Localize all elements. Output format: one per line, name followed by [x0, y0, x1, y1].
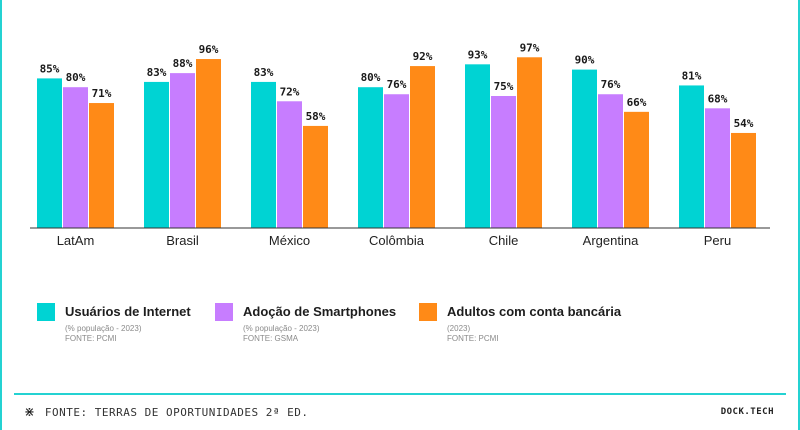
bar-label-chile-bank: 97% — [520, 41, 540, 54]
bars-group: 85% 80% 71% 83% 88% 96% 83% 72% 58% 80% 76% 92% 93% 7… — [37, 41, 756, 229]
legend-note-bank: (2023) — [447, 324, 471, 333]
footer-divider — [14, 393, 786, 395]
bar-brasil-smartphones — [170, 73, 195, 229]
bar-label-colombia-bank: 92% — [413, 50, 433, 63]
bar-label-peru-internet: 81% — [682, 69, 702, 82]
bar-mexico-internet — [251, 81, 276, 228]
category-label-chile: Chile — [489, 233, 519, 248]
bar-chile-bank — [517, 57, 542, 228]
asterisk-icon: ⋇ — [24, 405, 35, 420]
bar-colombia-smartphones — [384, 94, 409, 229]
bar-latam-smartphones — [63, 87, 88, 228]
category-label-mexico: México — [269, 233, 310, 248]
bar-brasil-bank — [196, 59, 221, 228]
category-label-colombia: Colômbia — [369, 233, 425, 248]
bar-label-latam-smartphones: 80% — [66, 71, 86, 84]
bar-chile-smartphones — [491, 96, 516, 228]
legend-note-smartphones: (% população - 2023) — [243, 324, 320, 333]
legend-name-internet: Usuários de Internet — [65, 304, 191, 319]
legend-swatch-smartphones — [215, 303, 233, 321]
bar-label-argentina-internet: 90% — [575, 54, 595, 67]
bar-label-chile-smartphones: 75% — [494, 80, 514, 93]
bar-colombia-bank — [410, 66, 435, 228]
bar-label-colombia-smartphones: 76% — [387, 78, 407, 91]
bar-argentina-smartphones — [598, 94, 623, 229]
bar-peru-bank — [731, 132, 756, 228]
legend-item-internet: Usuários de Internet (% população - 2023… — [37, 303, 191, 344]
bar-argentina-internet — [572, 69, 597, 228]
bar-label-chile-internet: 93% — [468, 48, 488, 61]
category-label-argentina: Argentina — [583, 233, 639, 248]
bar-argentina-bank — [624, 111, 649, 228]
bar-label-peru-smartphones: 68% — [708, 92, 728, 105]
legend-item-bank: Adultos com conta bancária (2023) FONTE:… — [419, 303, 621, 344]
bar-label-brasil-smartphones: 88% — [173, 57, 193, 70]
legend-note-internet: (% população - 2023) — [65, 324, 142, 333]
bar-chart: 85% 80% 71% 83% 88% 96% 83% 72% 58% 80% 76% 92% 93% 7… — [30, 41, 770, 248]
bar-label-peru-bank: 54% — [734, 117, 754, 130]
legend-swatch-internet — [37, 303, 55, 321]
bar-peru-internet — [679, 85, 704, 228]
bar-peru-smartphones — [705, 108, 730, 228]
bar-label-mexico-smartphones: 72% — [280, 85, 300, 98]
bar-label-argentina-bank: 66% — [627, 96, 647, 109]
bar-brasil-internet — [144, 81, 169, 228]
footer-source-text: FONTE: TERRAS DE OPORTUNIDADES 2ª ED. — [44, 406, 309, 419]
legend-item-smartphones: Adoção de Smartphones (% população - 202… — [215, 303, 396, 344]
bar-label-argentina-smartphones: 76% — [601, 78, 621, 91]
bar-mexico-smartphones — [277, 101, 302, 228]
legend-name-smartphones: Adoção de Smartphones — [243, 304, 397, 319]
bar-mexico-bank — [303, 125, 328, 228]
bar-label-latam-internet: 85% — [40, 62, 60, 75]
category-label-peru: Peru — [704, 233, 731, 248]
bar-label-latam-bank: 71% — [92, 87, 112, 100]
legend-source-bank: FONTE: PCMI — [447, 334, 499, 343]
bar-latam-internet — [37, 78, 62, 229]
bar-label-mexico-bank: 58% — [306, 110, 326, 123]
category-label-latam: LatAm — [57, 233, 95, 248]
bar-chile-internet — [465, 64, 490, 228]
legend-name-bank: Adultos com conta bancária — [447, 304, 622, 319]
bar-colombia-internet — [358, 87, 383, 228]
bar-latam-bank — [89, 103, 114, 228]
legend-source-smartphones: FONTE: GSMA — [243, 334, 299, 343]
legend-swatch-bank — [419, 303, 437, 321]
footer-brand: DOCK.TECH — [720, 407, 774, 417]
bar-label-colombia-internet: 80% — [361, 71, 381, 84]
bar-label-brasil-bank: 96% — [199, 43, 219, 56]
category-label-brasil: Brasil — [166, 233, 199, 248]
category-labels: LatAm Brasil México Colômbia Chile Argentina P… — [57, 233, 732, 248]
bar-label-mexico-internet: 83% — [254, 66, 274, 79]
footer-source: ⋇ FONTE: TERRAS DE OPORTUNIDADES 2ª ED. — [24, 405, 308, 420]
bar-label-brasil-internet: 83% — [147, 66, 167, 79]
legend-source-internet: FONTE: PCMI — [65, 334, 117, 343]
